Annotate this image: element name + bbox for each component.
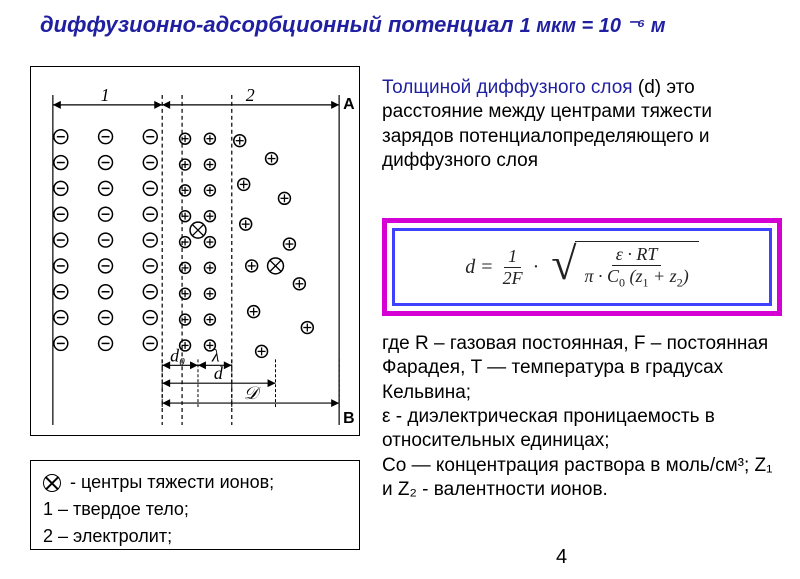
- equals-sign: =: [481, 256, 492, 279]
- title-main: диффузионно-адсорбционный потенциал: [40, 12, 513, 37]
- radical-icon: √: [551, 241, 576, 293]
- formula-inner-border: d = 1 2F · √ ε · RT π · C0 (z1 + z2): [392, 228, 772, 306]
- formula-lhs: d: [465, 256, 475, 279]
- slide-title: диффузионно-адсорбционный потенциал 1 мк…: [40, 12, 780, 38]
- svg-text:d: d: [214, 363, 223, 383]
- diagram-legend: - центры тяжести ионов; 1 – твердое тело…: [30, 460, 360, 550]
- intro-paragraph: Толщиной диффузного слоя (d) это расстоя…: [382, 76, 780, 173]
- legend-line-2: 1 – твердое тело;: [43, 496, 347, 523]
- formula: d = 1 2F · √ ε · RT π · C0 (z1 + z2): [465, 241, 698, 293]
- page-number: 4: [556, 546, 567, 569]
- rad-den: π · C0 (z1 + z2): [581, 266, 693, 291]
- formula-sqrt: √ ε · RT π · C0 (z1 + z2): [551, 241, 698, 293]
- svg-text:1: 1: [101, 85, 110, 105]
- legend-line-3: 2 – электролит;: [43, 523, 347, 550]
- svg-text:B: B: [343, 410, 354, 427]
- formula-outer-border: d = 1 2F · √ ε · RT π · C0 (z1 + z2): [382, 218, 782, 316]
- radicand-frac: ε · RT π · C0 (z1 + z2): [581, 244, 693, 291]
- radicand: ε · RT π · C0 (z1 + z2): [575, 241, 699, 293]
- svg-text:𝒟: 𝒟: [244, 383, 262, 403]
- diagram-svg: 12Ad₀λd𝒟B: [31, 67, 359, 435]
- frac1-num: 1: [504, 246, 521, 268]
- svg-text:A: A: [343, 96, 355, 113]
- dot-sign: ·: [533, 256, 540, 279]
- legend-text-1: - центры тяжести ионов;: [70, 472, 274, 492]
- formula-frac1: 1 2F: [499, 246, 527, 289]
- double-layer-diagram: 12Ad₀λd𝒟B: [30, 66, 360, 436]
- svg-text:2: 2: [246, 85, 255, 105]
- rad-num: ε · RT: [612, 244, 662, 266]
- legend-line-1: - центры тяжести ионов;: [43, 469, 347, 496]
- title-unit: 1 мкм = 10 ⁻⁶ м: [520, 15, 666, 37]
- where-paragraph: где R – газовая постоянная, F – постоянн…: [382, 332, 780, 502]
- intro-colored: Толщиной диффузного слоя: [382, 77, 633, 98]
- otimes-icon: [43, 474, 61, 492]
- svg-text:d₀: d₀: [170, 345, 185, 365]
- frac1-den: 2F: [499, 268, 527, 289]
